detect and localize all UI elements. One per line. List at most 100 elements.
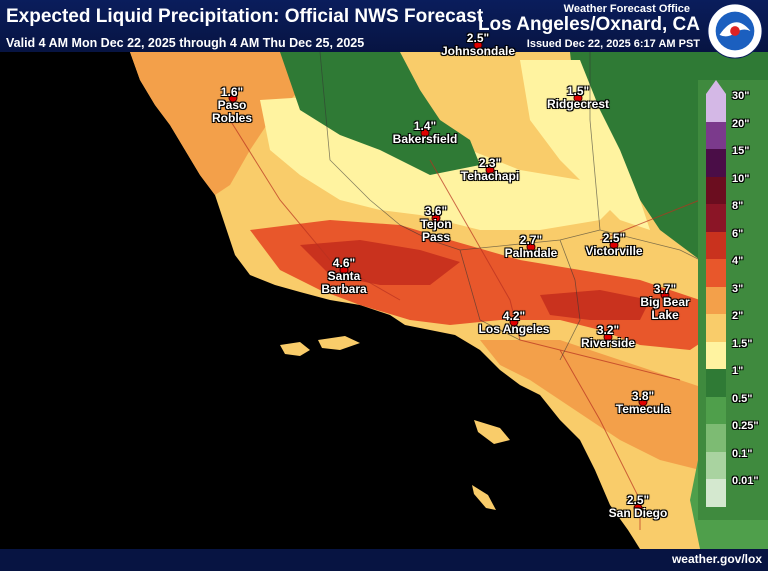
header-bar: Expected Liquid Precipitation: Official … [0,0,768,59]
legend-swatch [706,231,726,259]
city-precip-value: 4.2" [502,309,526,323]
city-precip-value: 4.6" [332,256,356,270]
city-precip-value: 1.4" [413,119,437,133]
city-name: Riverside [580,336,636,350]
city-name: Big Bear [640,295,690,309]
city-precip-value: 3.8" [631,389,655,403]
city-marker[interactable] [420,128,430,138]
legend-swatch [706,286,726,314]
legend-swatch [706,149,726,177]
city-name: Ridgecrest [546,97,610,111]
issued-time: Issued Dec 22, 2025 6:17 AM PST [526,38,700,50]
city-marker[interactable] [339,265,349,275]
legend-swatch [706,451,726,479]
city-marker[interactable] [573,93,583,103]
channel-island-3 [474,420,510,444]
office-label: Weather Forecast Office [563,3,690,15]
city-label: 4.2" Los Angeles [479,310,550,336]
city-name: Palmdale [504,246,558,260]
city-marker[interactable] [609,240,619,250]
city-label: 4.6" Santa Barbara [321,257,366,296]
legend-label: 2" [732,310,744,322]
footer-bar: weather.gov/lox [0,549,768,571]
legend-swatch [706,424,726,452]
channel-island-2 [318,336,360,350]
city-name: Santa [327,269,361,283]
channel-island-4 [472,485,496,510]
city-marker[interactable] [473,40,483,50]
legend-label: 0.5" [732,392,753,405]
legend-label: 8" [732,200,744,212]
legend-swatch [706,176,726,204]
city-marker[interactable] [638,397,648,407]
city-precip-value: 3.6" [424,204,448,218]
city-label: 3.7" Big Bear Lake [640,283,689,322]
legend-label: 0.1" [732,447,753,460]
legend-swatch [706,121,726,149]
city-name: Barbara [321,282,367,296]
legend-swatch [706,396,726,424]
city-name: Temecula [615,402,671,416]
city-marker[interactable] [228,93,238,103]
city-label: 2.7" Palmdale [505,234,558,260]
legend-label: 3" [732,282,744,295]
legend-label: 10" [732,172,750,185]
city-precip-value: 3.7" [653,282,677,296]
city-precip-value: 2.3" [478,156,502,170]
city-marker[interactable] [633,503,643,513]
map-title: Expected Liquid Precipitation: Official … [6,6,484,27]
city-label: 1.6" Paso Robles [212,86,252,125]
city-marker[interactable] [431,213,441,223]
legend-label: 4" [732,255,744,267]
sierra-green [280,52,480,175]
legend-swatch [706,369,726,397]
legend-label: 0.25" [732,420,759,432]
east-yellow [520,60,650,230]
city-marker[interactable] [603,332,613,342]
city-name: San Diego [608,506,668,520]
city-precip-value: 2.5" [466,31,490,45]
city-precip-value: 3.2" [596,323,620,337]
city-label: 1.4" Bakersfield [393,120,458,146]
city-label: 3.8" Temecula [616,390,670,416]
nws-logo[interactable] [706,2,764,60]
city-label: 1.5" Ridgecrest [547,85,609,111]
legend: 30" 20" 15" 10" 8" 6" 4" 3" 2" 1.5" 1" 0.5" 0.25" 0.1… [698,80,768,520]
city-name: Los Angeles [478,322,550,336]
legend-swatch [706,204,726,232]
channel-island-1 [280,342,310,356]
land-north-orange [130,52,300,195]
city-marker[interactable] [485,165,495,175]
city-label: 3.2" Riverside [581,324,635,350]
legend-swatch [706,314,726,342]
legend-swatch [706,479,726,507]
city-label: 2.3" Tehachapi [461,157,519,183]
legend-top-arrow [706,80,726,94]
footer-url[interactable]: weather.gov/lox [671,552,762,566]
city-label: 3.6" Tejon Pass [420,205,451,244]
legend-swatch [706,341,726,369]
city-label: 2.5" Victorville [585,232,642,258]
city-precip-value: 1.5" [566,84,590,98]
city-marker[interactable] [509,317,519,327]
city-marker[interactable] [526,242,536,252]
legend-swatch [706,94,726,122]
city-precip-value: 2.5" [602,231,626,245]
city-name: Victorville [585,244,643,258]
city-name: Johnsondale [440,44,516,58]
inland-orange [480,340,760,470]
legend-label: 1.5" [732,337,753,350]
valid-period: Valid 4 AM Mon Dec 22, 2025 through 4 AM… [6,36,365,50]
city-precip-value: 1.6" [220,85,244,99]
city-marker[interactable] [660,290,670,300]
core-dark-red [300,240,460,285]
county-lines [319,51,701,361]
city-label: 2.5" Johnsondale [441,32,515,58]
legend-label: 15" [732,145,750,157]
city-label: 2.5" San Diego [609,494,668,520]
city-name: Paso [217,98,247,112]
city-precip-value: 2.5" [626,493,650,507]
city-name: Pass [421,230,451,244]
